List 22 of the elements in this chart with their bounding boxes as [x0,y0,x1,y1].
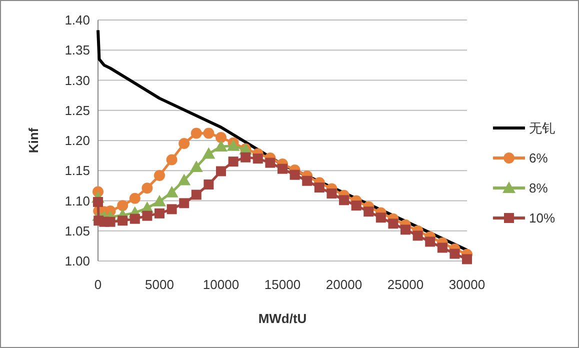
y-tick-label: 1.30 [64,72,90,88]
y-tick-label: 1.10 [64,193,90,208]
y-tick-label: 1.05 [64,223,90,238]
legend-label: 8% [529,180,548,196]
y-tick-label: 1.00 [64,254,90,269]
y-tick-label: 1.25 [64,102,90,118]
x-tick-label: 10000 [202,277,240,292]
y-tick-label: 1.40 [64,12,90,28]
x-tick-label: 25000 [387,277,424,292]
y-tick-label: 1.20 [64,133,90,148]
y-tick-label: 1.15 [64,163,90,178]
x-tick-label: 20000 [326,277,362,292]
x-tick-label: 5000 [145,277,174,292]
x-tick-label: 0 [94,277,102,292]
legend-label: 10% [529,210,556,226]
x-tick-label: 30000 [448,277,486,292]
legend-label: 6% [529,150,548,166]
x-axis-title: MWd/tU [258,311,307,326]
legend-label: 无钆 [529,120,555,136]
y-tick-label: 1.35 [64,42,90,58]
y-axis-title: Kinf [26,127,41,154]
x-tick-label: 15000 [264,277,301,292]
